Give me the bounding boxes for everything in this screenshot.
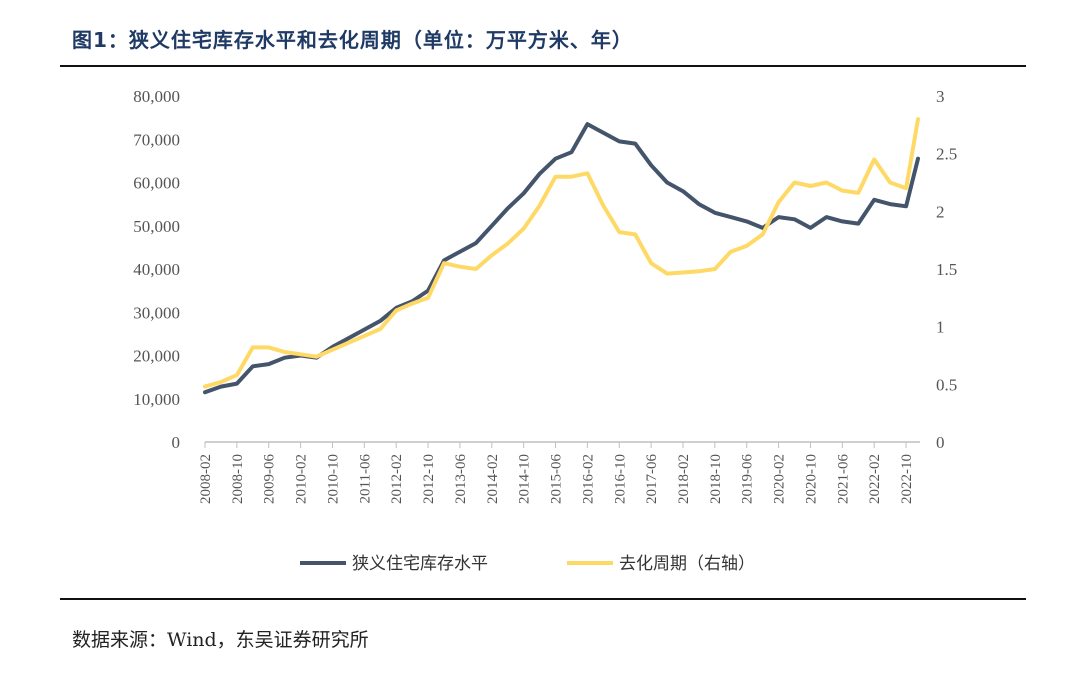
x-tick-label: 2008-02	[198, 454, 214, 504]
y-left-tick-label: 70,000	[133, 130, 180, 149]
y-right-tick-label: 1	[936, 318, 945, 337]
top-rule	[60, 65, 1026, 67]
x-tick-label: 2020-10	[803, 454, 819, 504]
chart-lines	[203, 117, 920, 395]
x-tick-label: 2016-10	[612, 454, 628, 504]
x-tick-label: 2012-02	[389, 454, 405, 504]
x-tick-label: 2014-02	[485, 454, 501, 504]
x-tick-label: 2011-06	[357, 454, 373, 504]
x-tick-label: 2012-10	[421, 454, 437, 504]
y-left-tick-label: 30,000	[133, 303, 180, 322]
x-tick-label: 2022-02	[867, 454, 883, 504]
y-left-tick-label: 0	[172, 433, 181, 452]
x-tick-label: 2017-06	[644, 454, 660, 504]
x-tick-label: 2014-10	[517, 454, 533, 504]
y-left-tick-label: 20,000	[133, 347, 180, 366]
x-tick-label: 2013-06	[453, 454, 469, 504]
x-tick-label: 2010-02	[294, 454, 310, 504]
x-tick-label: 2010-10	[325, 454, 341, 504]
bottom-rule	[60, 598, 1026, 600]
y-right-tick-label: 3	[936, 87, 945, 106]
x-tick-label: 2015-06	[549, 454, 565, 504]
chart-axes: 0 10,000 20,000 30,000 40,000 50,000 60,000 70,…	[133, 87, 957, 504]
chart-legend: 狭义住宅库存水平 去化周期（右轴）	[300, 554, 755, 574]
figure-title: 图1：狭义住宅库存水平和去化周期（单位：万平方米、年）	[72, 28, 633, 52]
x-tick-label: 2008-10	[230, 454, 246, 504]
y-right-tick-label: 2.5	[936, 145, 957, 164]
y-right-tick-label: 0.5	[936, 375, 957, 394]
y-left-tick-label: 60,000	[133, 174, 180, 193]
source-note: 数据来源：Wind，东吴证券研究所	[72, 629, 369, 651]
y-right-tick-label: 0	[936, 433, 945, 452]
y-left-tick-label: 40,000	[133, 260, 180, 279]
legend-label-inventory: 狭义住宅库存水平	[352, 554, 488, 574]
x-tick-label: 2018-02	[676, 454, 692, 504]
y-left-tick-label: 10,000	[133, 390, 180, 409]
series-line-inventory	[203, 122, 920, 395]
x-tick-label: 2021-06	[835, 454, 851, 504]
x-tick-label: 2020-02	[772, 454, 788, 504]
legend-label-destock-cycle: 去化周期（右轴）	[619, 554, 755, 574]
chart: 0 10,000 20,000 30,000 40,000 50,000 60,000 70,…	[133, 87, 957, 574]
x-tick-label: 2016-02	[580, 454, 596, 504]
y-right-tick-label: 1.5	[936, 260, 957, 279]
x-tick-label: 2018-10	[708, 454, 724, 504]
x-tick-label: 2009-06	[262, 454, 278, 504]
y-right-tick-label: 2	[936, 202, 945, 221]
y-left-tick-label: 80,000	[133, 87, 180, 106]
x-tick-label: 2019-06	[740, 454, 756, 504]
series-line-destock-cycle	[203, 117, 920, 389]
x-tick-label: 2022-10	[899, 454, 915, 504]
y-left-tick-label: 50,000	[133, 217, 180, 236]
